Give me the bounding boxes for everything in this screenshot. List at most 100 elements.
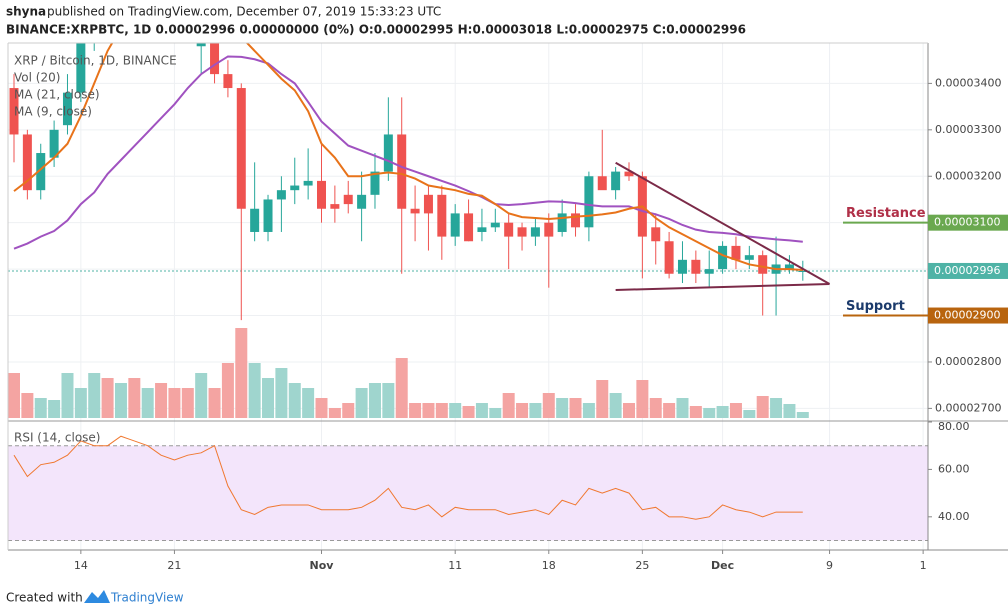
y-tick-label: 0.00002800 xyxy=(935,355,1001,368)
volume-bar xyxy=(449,403,462,418)
volume-bar xyxy=(395,358,408,418)
candle-body xyxy=(450,213,460,237)
moving-average xyxy=(13,43,803,272)
volume-bar xyxy=(34,398,47,418)
y-tick-label: 60.00 xyxy=(938,462,970,475)
volume-bar xyxy=(61,373,74,418)
candle-body xyxy=(517,227,527,237)
candle-body xyxy=(22,134,32,191)
symbol-line: BINANCE:XRPBTC, 1D 0.00002996 0.00000000… xyxy=(6,23,746,37)
candle-body xyxy=(490,222,500,228)
volume-bar xyxy=(529,403,542,418)
legend-title: XRP / Bitcoin, 1D, BINANCE xyxy=(14,54,177,68)
legend-ma: MA (9, close) xyxy=(14,105,92,119)
x-tick-label: 18 xyxy=(542,559,556,572)
candle-body xyxy=(316,180,326,209)
candle-body xyxy=(410,208,420,214)
x-tick-label: Nov xyxy=(310,559,335,572)
y-tick-label: 0.00003200 xyxy=(935,169,1001,182)
legend-volume: Vol (20) xyxy=(14,71,60,85)
volume-bar xyxy=(596,380,609,418)
y-tick-label: 40.00 xyxy=(938,510,970,523)
x-tick-label: 11 xyxy=(448,559,462,572)
candle-body xyxy=(584,176,594,228)
candle-body xyxy=(62,92,72,126)
volume-bar xyxy=(208,388,221,418)
candle-body xyxy=(664,241,674,274)
volume-bar xyxy=(248,363,261,418)
volume-bar xyxy=(168,388,181,418)
volume-bar xyxy=(288,383,301,418)
y-tick-label: 0.00002700 xyxy=(935,401,1001,414)
y-tick-label: 0.00003400 xyxy=(935,76,1001,89)
volume-bar xyxy=(582,403,595,418)
volume-bar xyxy=(622,403,635,418)
candle-body xyxy=(236,88,246,209)
volume-bar xyxy=(382,383,395,418)
candle-body xyxy=(784,264,794,270)
price-label-box xyxy=(928,307,1008,324)
price-label: 0.00002900 xyxy=(934,309,1000,322)
volume-bar xyxy=(783,404,796,418)
volume-bar xyxy=(342,403,355,418)
volume-bar xyxy=(516,403,529,418)
candle-body xyxy=(704,269,714,274)
candle-body xyxy=(223,74,233,89)
footer-text: Created with xyxy=(6,591,83,605)
volume-bar xyxy=(609,393,622,418)
volume-bar xyxy=(315,398,328,418)
volume-bar xyxy=(328,408,341,418)
candle-body xyxy=(677,259,687,274)
candle-body xyxy=(76,43,86,93)
rsi-line-group xyxy=(13,435,803,520)
x-tick-label: 21 xyxy=(167,559,181,572)
volume-bar xyxy=(569,398,582,418)
volume-bar xyxy=(8,373,20,418)
level-name: Resistance xyxy=(846,206,926,221)
candle-body xyxy=(276,190,286,200)
volume-bar xyxy=(556,398,569,418)
x-tick-label: 14 xyxy=(74,559,88,572)
candle-body xyxy=(464,213,474,242)
candle-body xyxy=(530,227,540,237)
x-tick-label: 1 xyxy=(920,559,927,572)
candle-body xyxy=(290,185,300,191)
volume-bar xyxy=(74,388,87,418)
candle-body xyxy=(383,134,393,172)
volume-bar xyxy=(542,393,555,418)
volume-bar xyxy=(355,388,368,418)
volume-bar xyxy=(141,388,154,418)
candle-body xyxy=(343,194,353,205)
volume-bar xyxy=(114,383,127,418)
candle-body xyxy=(423,194,433,214)
candle-body xyxy=(744,255,754,260)
x-tick-label: Dec xyxy=(711,559,734,572)
volume xyxy=(8,328,809,418)
candle-body xyxy=(544,222,554,237)
volume-bar xyxy=(21,393,34,418)
volume-bar xyxy=(181,388,194,418)
candle-body xyxy=(210,43,220,75)
volume-bar xyxy=(729,403,742,418)
legend-rsi: RSI (14, close) xyxy=(14,431,100,445)
volume-bar xyxy=(796,412,809,418)
published: published on TradingView.com, December 0… xyxy=(47,5,441,19)
volume-bar xyxy=(368,383,381,418)
volume-bar xyxy=(409,403,422,418)
volume-bar xyxy=(235,328,248,418)
candle-body xyxy=(571,213,581,228)
candle-body xyxy=(477,227,487,232)
author: shyna xyxy=(6,5,46,19)
volume-bar xyxy=(676,398,689,418)
candle-body xyxy=(196,43,206,47)
volume-bar xyxy=(275,368,288,418)
footer-brand: TradingView xyxy=(110,591,184,605)
candle-body xyxy=(798,270,808,272)
volume-bar xyxy=(649,398,662,418)
y-tick-label: 0.00003300 xyxy=(935,123,1001,136)
level-name: Support xyxy=(846,299,905,314)
volume-bar xyxy=(155,383,168,418)
price-label: 0.00002996 xyxy=(934,264,1000,277)
candle-body xyxy=(731,245,741,260)
